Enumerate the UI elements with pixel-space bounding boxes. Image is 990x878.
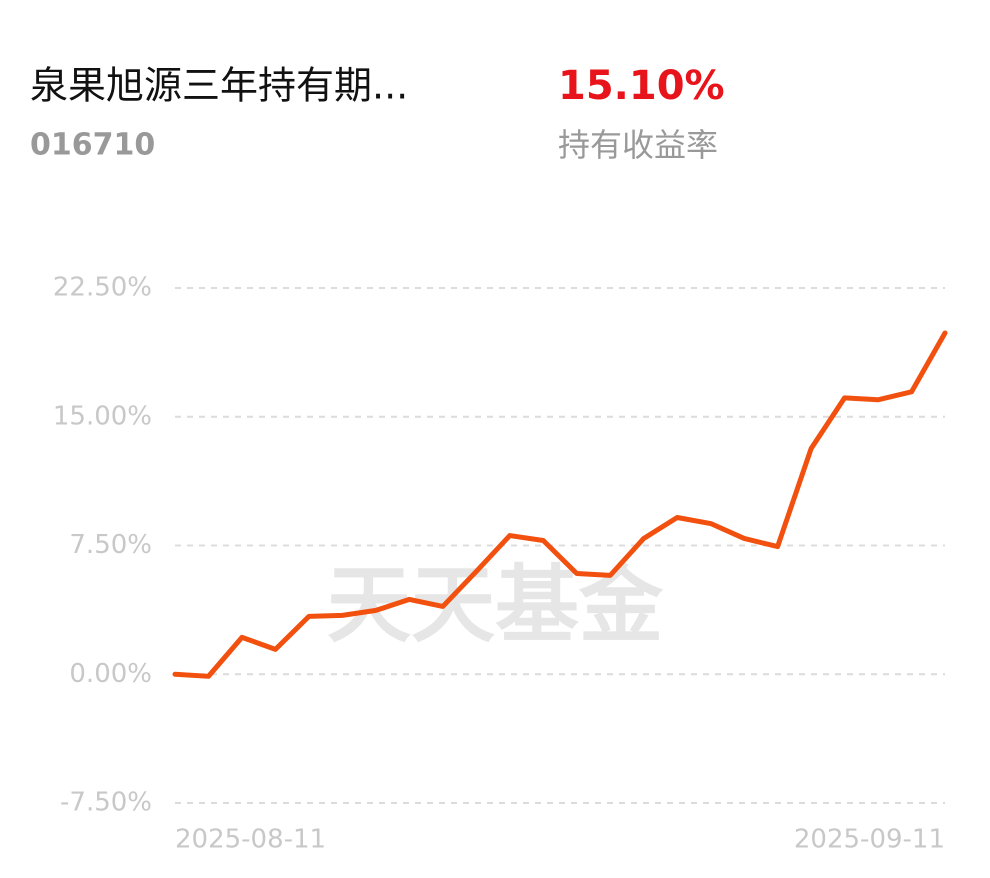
- y-tick-label: 7.50%: [69, 530, 152, 560]
- fund-code: 016710: [30, 128, 155, 163]
- line-series: [172, 330, 948, 679]
- fund-title: 泉果旭源三年持有期...: [30, 64, 408, 108]
- y-tick-label: -7.50%: [60, 788, 152, 818]
- return-value: 15.10%: [558, 63, 725, 109]
- x-tick-label: 2025-09-11: [794, 825, 945, 855]
- x-tick-label: 2025-08-11: [175, 825, 326, 855]
- watermark: 天天基金: [327, 555, 664, 654]
- y-tick-label: 15.00%: [53, 401, 152, 431]
- y-tick-label: 22.50%: [53, 273, 152, 303]
- y-tick-label: 0.00%: [69, 659, 152, 689]
- return-label: 持有收益率: [558, 126, 718, 164]
